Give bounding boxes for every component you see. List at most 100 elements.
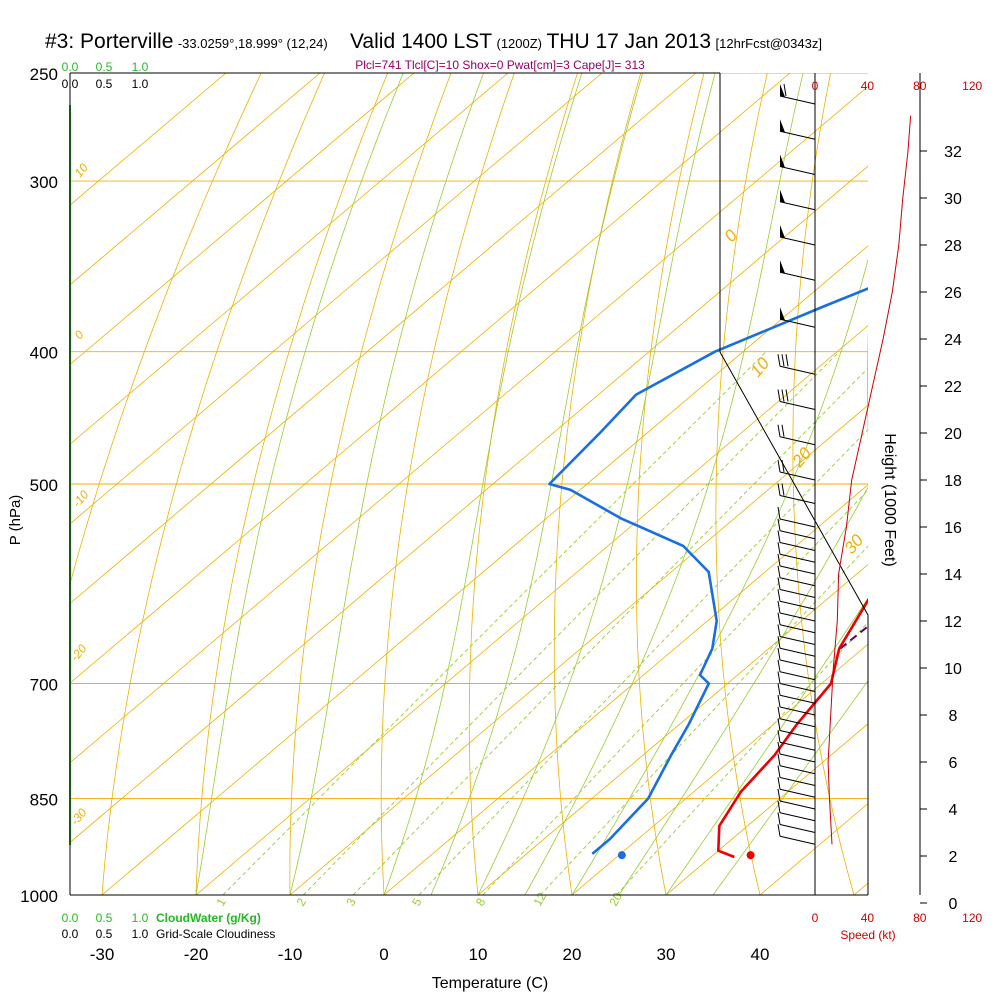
speed-tick-bottom: 120 xyxy=(962,911,982,925)
wind-barb-feather xyxy=(777,354,781,367)
wind-barb-feather xyxy=(777,600,781,614)
wind-barb-staff xyxy=(779,236,816,246)
height-tick-label: 12 xyxy=(944,614,962,631)
mixing-ratio-label: 20 xyxy=(606,890,625,909)
zulu-time: (1200Z) xyxy=(496,36,543,51)
wind-barb xyxy=(777,671,816,692)
dry-adiabat-label: -10 xyxy=(70,487,92,510)
cloudiness-tick-top: 0.0 xyxy=(62,77,79,91)
wind-barb xyxy=(777,706,816,728)
wind-barb-staff xyxy=(779,612,816,622)
wind-barb-feather xyxy=(777,753,781,766)
wind-barb-flag xyxy=(780,189,785,203)
dry-adiabat-label: 10 xyxy=(72,160,92,179)
mixing-ratio-line xyxy=(302,351,840,895)
height-tick-label: 32 xyxy=(944,144,962,161)
dry-adiabat xyxy=(289,73,452,895)
speed-tick-top: 40 xyxy=(861,79,875,93)
cloudiness-tick-top: 0.5 xyxy=(96,77,113,91)
mixing-ratio-label: 3 xyxy=(343,895,359,908)
wind-barb xyxy=(777,518,816,540)
pressure-tick-label: 850 xyxy=(30,791,58,810)
dry-adiabat xyxy=(195,73,389,895)
wind-barb xyxy=(777,824,816,845)
surface-temperature-dot xyxy=(746,851,755,860)
wind-barb xyxy=(777,718,816,739)
mixing-ratio-line xyxy=(352,367,868,895)
moist-adiabat xyxy=(665,597,868,895)
valid-date: THU 17 Jan 2013 xyxy=(546,30,712,53)
wind-barb xyxy=(777,788,816,810)
wind-barb xyxy=(779,260,816,281)
dry-adiabat xyxy=(468,73,578,895)
dry-adiabat xyxy=(101,73,325,895)
moist-adiabat xyxy=(195,73,404,895)
wind-barb xyxy=(777,659,816,681)
isotherm-line xyxy=(665,723,868,895)
cloud-water-tick-bottom: 1.0 xyxy=(132,911,149,925)
wind-barb xyxy=(777,506,816,528)
wind-barb xyxy=(779,83,816,105)
cloud-water-tick-bottom: 0.0 xyxy=(62,911,79,925)
wind-barb-feather xyxy=(777,424,781,437)
wind-barb xyxy=(777,694,816,716)
wind-barb-feather xyxy=(781,389,785,402)
cloudiness-tick-top: 1.0 xyxy=(132,77,149,91)
wind-barb-feather xyxy=(777,812,781,825)
mixing-ratio-label: 5 xyxy=(409,895,425,908)
wind-barb-staff xyxy=(779,824,816,833)
wind-barb-feather xyxy=(777,659,781,672)
wind-barb xyxy=(777,565,816,587)
temperature-curve xyxy=(717,597,868,859)
wind-barb-staff xyxy=(779,647,816,657)
height-tick-label: 16 xyxy=(944,520,962,537)
dry-adiabat xyxy=(636,73,705,895)
height-tick-label: 28 xyxy=(944,238,962,255)
wind-barb xyxy=(779,307,816,328)
isotherm-line xyxy=(70,73,321,286)
height-tick-label: 4 xyxy=(949,802,958,819)
cloud-water-tick-top: 0.0 xyxy=(62,60,79,74)
wind-barb-feather xyxy=(777,741,781,755)
dry-adiabat xyxy=(792,73,855,895)
height-tick-label: 2 xyxy=(949,849,958,866)
wind-barb-staff xyxy=(779,471,816,481)
speed-tick-bottom: 80 xyxy=(913,911,927,925)
wind-barb-staff xyxy=(779,530,816,540)
temperature-tick-label: -10 xyxy=(278,945,303,964)
dry-adiabat-label: 20 xyxy=(788,443,816,471)
wind-barb-staff xyxy=(779,95,816,105)
surface-dewpoint-dot xyxy=(617,851,626,860)
speed-tick-bottom: 40 xyxy=(861,911,875,925)
temperature-tick-label: 20 xyxy=(563,945,582,964)
temperature-tick-label: -20 xyxy=(184,945,209,964)
wind-barb-feather xyxy=(781,483,785,496)
mixing-ratio-label: 2 xyxy=(294,895,310,908)
speed-tick-bottom: 0 xyxy=(812,911,819,925)
wind-barb xyxy=(777,459,816,481)
pressure-tick-label: 500 xyxy=(30,476,58,495)
dry-adiabat xyxy=(715,73,768,895)
wind-barb xyxy=(779,189,816,211)
wind-speed-profile xyxy=(827,115,912,845)
wind-barb-staff xyxy=(779,589,816,598)
cloudiness-tick-bottom: 1.0 xyxy=(132,927,149,941)
wind-barb-feather xyxy=(777,730,781,743)
wind-barb-feather xyxy=(777,800,781,813)
wind-barb-staff xyxy=(779,730,816,739)
plot-right-border xyxy=(719,73,869,895)
isotherm-line xyxy=(477,563,868,895)
wind-barb xyxy=(777,530,816,551)
temperature-tick-label: -30 xyxy=(90,945,115,964)
dry-adiabat xyxy=(70,73,262,586)
wind-barb-feather xyxy=(777,647,781,661)
wind-barb-feather xyxy=(781,354,785,367)
wind-barb xyxy=(777,683,816,704)
dry-adiabat-label: 0 xyxy=(72,328,87,342)
wind-barb-feather xyxy=(777,530,781,543)
wind-barb-feather xyxy=(777,718,781,731)
cloud-water-tick-bottom: 0.5 xyxy=(96,911,113,925)
speed-tick-top: 80 xyxy=(913,79,927,93)
pressure-tick-label: 250 xyxy=(30,65,58,84)
wind-barb-staff xyxy=(779,495,816,504)
